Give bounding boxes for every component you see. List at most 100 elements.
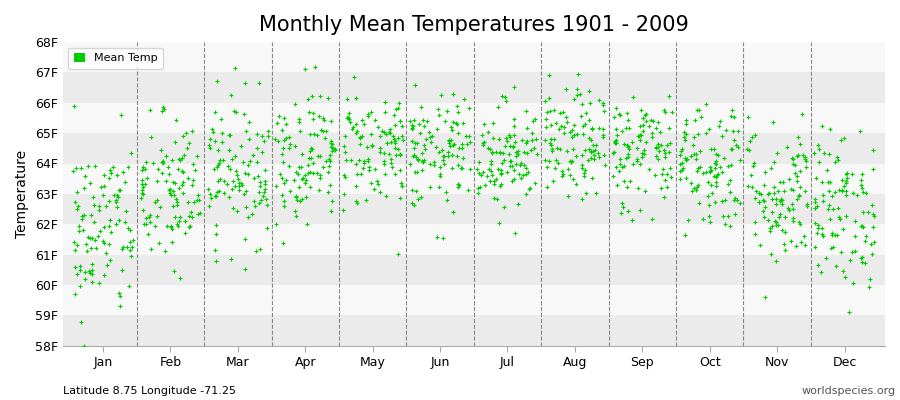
Point bbox=[356, 165, 370, 171]
Point bbox=[158, 248, 172, 254]
Point bbox=[323, 152, 338, 159]
Point bbox=[415, 158, 429, 165]
Point bbox=[170, 221, 184, 227]
Point bbox=[633, 160, 647, 167]
Point bbox=[155, 158, 169, 165]
Point bbox=[757, 198, 771, 205]
Point bbox=[687, 151, 701, 157]
Point bbox=[828, 232, 842, 238]
Point bbox=[208, 193, 222, 199]
Point bbox=[626, 138, 640, 145]
Point bbox=[83, 270, 97, 276]
Point bbox=[656, 106, 670, 113]
Point bbox=[791, 134, 806, 140]
Point bbox=[257, 166, 272, 173]
Point bbox=[444, 137, 458, 143]
Point bbox=[449, 120, 464, 126]
Point bbox=[839, 171, 853, 178]
Point bbox=[164, 224, 178, 230]
Point bbox=[816, 198, 831, 204]
Point bbox=[510, 148, 525, 155]
Point bbox=[567, 96, 581, 102]
Point bbox=[410, 169, 424, 176]
Point bbox=[237, 111, 251, 117]
Point bbox=[769, 258, 783, 264]
Point bbox=[273, 170, 287, 177]
Point bbox=[269, 221, 284, 227]
Point bbox=[362, 166, 376, 173]
Point bbox=[490, 196, 504, 202]
Point bbox=[140, 175, 154, 181]
Point bbox=[324, 140, 338, 146]
Point bbox=[752, 199, 766, 205]
Point bbox=[703, 164, 717, 170]
Point bbox=[550, 144, 564, 151]
Point bbox=[824, 193, 839, 200]
Point bbox=[278, 176, 293, 183]
Point bbox=[591, 96, 606, 103]
Point bbox=[565, 158, 580, 164]
Point bbox=[839, 192, 853, 198]
Point bbox=[107, 192, 122, 198]
Point bbox=[630, 156, 644, 163]
Point bbox=[702, 213, 716, 219]
Point bbox=[241, 162, 256, 168]
Point bbox=[258, 178, 273, 184]
Point bbox=[256, 189, 271, 196]
Point bbox=[726, 137, 741, 143]
Point bbox=[316, 128, 330, 134]
Point bbox=[848, 218, 862, 224]
Point bbox=[155, 170, 169, 176]
Point bbox=[135, 206, 149, 213]
Point bbox=[856, 224, 870, 230]
Point bbox=[712, 123, 726, 129]
Point bbox=[179, 130, 194, 136]
Point bbox=[840, 170, 854, 176]
Point bbox=[502, 134, 517, 140]
Point bbox=[452, 145, 466, 151]
Point bbox=[811, 262, 825, 268]
Point bbox=[500, 135, 514, 141]
Point bbox=[112, 293, 127, 299]
Point bbox=[216, 157, 230, 163]
Point bbox=[608, 138, 622, 144]
Point bbox=[517, 149, 531, 155]
Point bbox=[814, 269, 828, 275]
Point bbox=[662, 165, 677, 171]
Point bbox=[139, 215, 153, 222]
Point bbox=[407, 201, 421, 208]
Point bbox=[787, 206, 801, 212]
Point bbox=[71, 227, 86, 234]
Point bbox=[124, 244, 139, 250]
Point bbox=[86, 234, 100, 241]
Point bbox=[228, 65, 242, 71]
Point bbox=[434, 91, 448, 98]
Point bbox=[642, 123, 656, 129]
Point bbox=[95, 238, 110, 244]
Point bbox=[427, 162, 441, 168]
Point bbox=[674, 148, 688, 155]
Point bbox=[389, 152, 403, 158]
Point bbox=[423, 134, 437, 140]
Point bbox=[177, 230, 192, 236]
Point bbox=[542, 72, 556, 79]
Point bbox=[715, 133, 729, 140]
Point bbox=[79, 248, 94, 254]
Point bbox=[176, 182, 190, 188]
Point bbox=[324, 208, 338, 215]
Point bbox=[192, 211, 206, 217]
Point bbox=[476, 169, 491, 175]
Point bbox=[856, 188, 870, 195]
Point bbox=[652, 118, 666, 125]
Point bbox=[386, 136, 400, 142]
Point bbox=[800, 202, 814, 209]
Point bbox=[584, 149, 598, 155]
Point bbox=[238, 80, 252, 86]
Point bbox=[644, 216, 659, 222]
Point bbox=[282, 163, 296, 170]
Point bbox=[706, 146, 721, 152]
Point bbox=[653, 142, 668, 148]
Point bbox=[242, 119, 256, 125]
Point bbox=[292, 128, 307, 134]
Point bbox=[408, 140, 422, 146]
